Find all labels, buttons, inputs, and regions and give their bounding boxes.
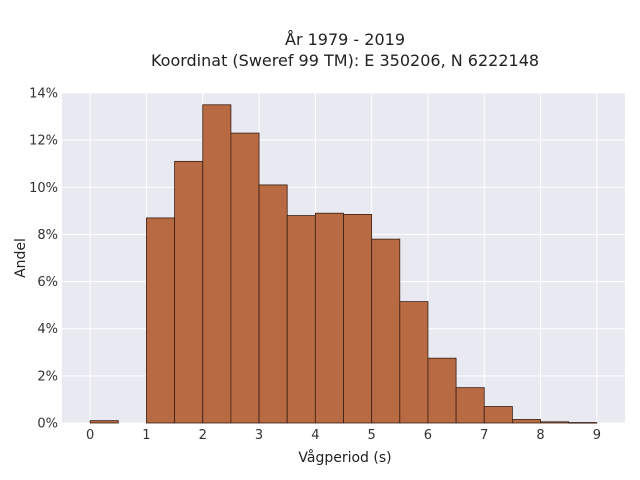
histogram-bar xyxy=(371,238,401,424)
x-tick-label: 9 xyxy=(593,428,601,443)
y-tick-label: 8% xyxy=(37,228,58,243)
x-axis-label: Vågperiod (s) xyxy=(298,449,391,466)
y-tick-label: 12% xyxy=(29,134,58,149)
histogram-bar xyxy=(89,420,119,424)
x-tick-label: 4 xyxy=(311,428,319,443)
bars xyxy=(89,104,598,424)
histogram-bar xyxy=(230,132,260,424)
x-axis-ticks: 0 1 2 3 4 5 6 7 8 9 xyxy=(86,428,601,443)
histogram-bar xyxy=(314,212,344,424)
y-tick-label: 2% xyxy=(37,369,58,384)
histogram-bar xyxy=(399,301,429,424)
x-tick-label: 5 xyxy=(368,428,376,443)
y-axis-label: Andel xyxy=(13,238,29,278)
x-tick-label: 6 xyxy=(424,428,432,443)
histogram-bar xyxy=(146,217,175,424)
y-axis-ticks: 0% 2% 4% 6% 8% 10% 12% 14% xyxy=(29,87,58,432)
histogram-bar xyxy=(174,160,204,424)
histogram-bar xyxy=(512,419,541,424)
histogram-bar xyxy=(343,213,373,424)
x-tick-label: 0 xyxy=(86,428,94,443)
histogram-bar xyxy=(202,104,232,424)
x-tick-label: 1 xyxy=(142,428,150,443)
histogram-bar xyxy=(483,406,513,424)
histogram-bar xyxy=(258,184,288,424)
chart-title-line-2: Koordinat (Sweref 99 TM): E 350206, N 62… xyxy=(151,51,539,70)
x-tick-label: 7 xyxy=(480,428,488,443)
y-tick-label: 14% xyxy=(29,87,58,102)
x-tick-label: 3 xyxy=(255,428,263,443)
x-tick-label: 2 xyxy=(199,428,207,443)
histogram-bar xyxy=(568,422,598,424)
histogram-bar xyxy=(427,357,457,424)
histogram-bar xyxy=(286,215,316,424)
histogram-bar xyxy=(540,421,570,424)
y-tick-label: 10% xyxy=(29,181,58,196)
x-tick-label: 8 xyxy=(536,428,544,443)
y-tick-label: 6% xyxy=(37,275,58,290)
y-tick-label: 0% xyxy=(37,417,58,432)
chart-title-line-1: År 1979 - 2019 xyxy=(285,30,405,49)
y-tick-label: 4% xyxy=(37,322,58,337)
histogram-bar xyxy=(455,387,485,424)
